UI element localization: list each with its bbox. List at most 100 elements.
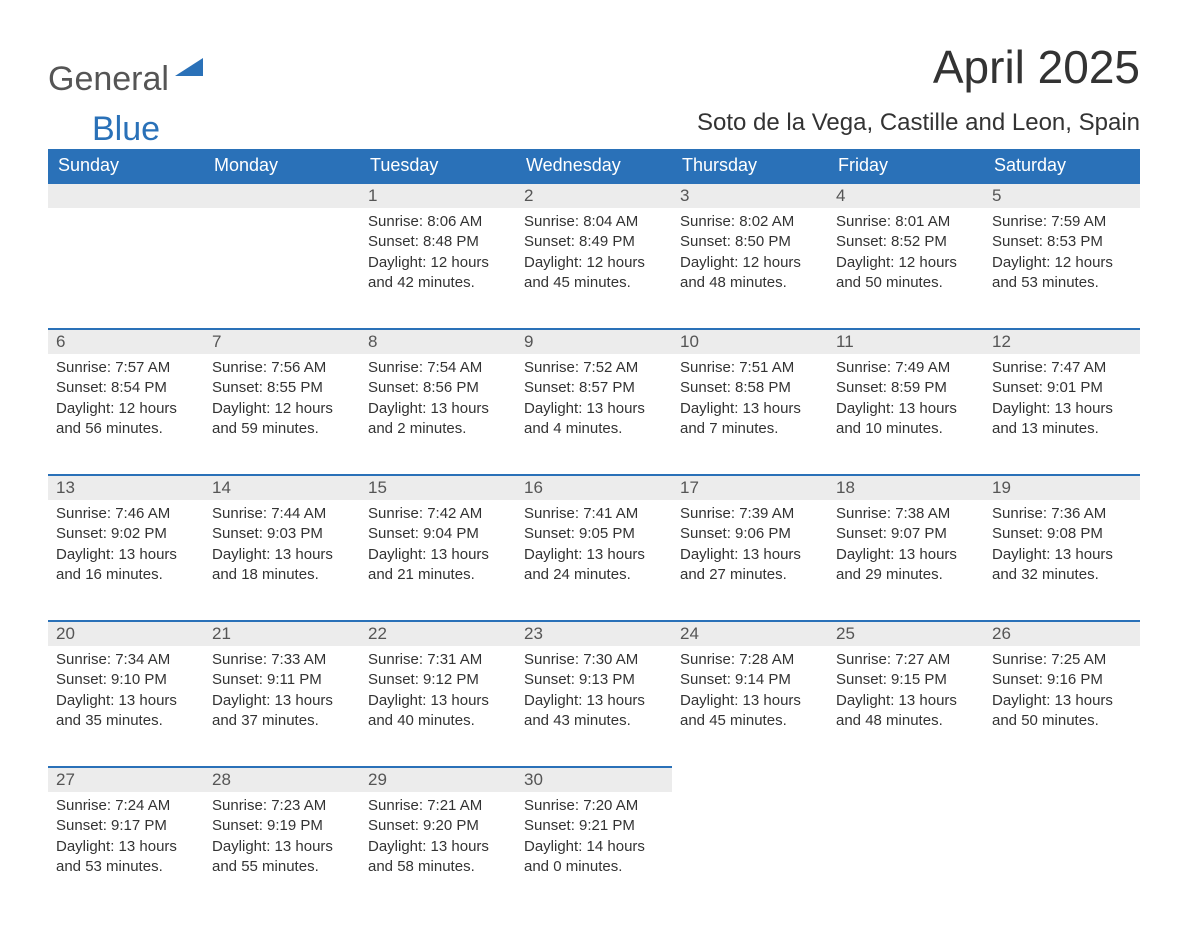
- calendar-day-cell: 24Sunrise: 7:28 AMSunset: 9:14 PMDayligh…: [672, 620, 828, 752]
- day-number-bar: 4: [828, 182, 984, 208]
- day-number-bar: 3: [672, 182, 828, 208]
- day-number-bar: 20: [48, 620, 204, 646]
- calendar-day-cell: [204, 182, 360, 314]
- sunset-line: Sunset: 9:05 PM: [524, 524, 664, 544]
- day-number-bar: 29: [360, 766, 516, 792]
- sunset-line: Sunset: 8:57 PM: [524, 378, 664, 398]
- daylight-line: Daylight: 12 hours and 45 minutes.: [524, 253, 664, 294]
- sunset-line: Sunset: 9:21 PM: [524, 816, 664, 836]
- daylight-line: Daylight: 13 hours and 48 minutes.: [836, 691, 976, 732]
- daylight-line: Daylight: 13 hours and 2 minutes.: [368, 399, 508, 440]
- calendar-day-cell: 14Sunrise: 7:44 AMSunset: 9:03 PMDayligh…: [204, 474, 360, 606]
- calendar-day-cell: 16 Sunrise: 7:41 AMSunset: 9:05 PMDayligh…: [516, 474, 672, 606]
- calendar-day-cell: 7Sunrise: 7:56 AMSunset: 8:55 PMDaylight…: [204, 328, 360, 460]
- day-number-bar: 21: [204, 620, 360, 646]
- daylight-line: Daylight: 13 hours and 4 minutes.: [524, 399, 664, 440]
- day-number-bar: 14: [204, 474, 360, 500]
- sunrise-line: Sunrise: 7:47 AM: [992, 358, 1132, 378]
- brand-word-general: General: [48, 60, 169, 99]
- calendar-day-cell: 11Sunrise: 7:49 AMSunset: 8:59 PMDayligh…: [828, 328, 984, 460]
- brand-logo: General: [48, 40, 205, 99]
- daylight-line: Daylight: 13 hours and 50 minutes.: [992, 691, 1132, 732]
- day-number-bar: 30: [516, 766, 672, 792]
- day-number-bar-empty: [48, 182, 204, 208]
- day-number-bar: 16: [516, 474, 672, 500]
- calendar-day-cell: [828, 766, 984, 898]
- calendar-header-cell: Monday: [204, 149, 360, 182]
- calendar-day-cell: 29Sunrise: 7:21 AMSunset: 9:20 PMDayligh…: [360, 766, 516, 898]
- sunrise-line: Sunrise: 7:52 AM: [524, 358, 664, 378]
- calendar-day-cell: 6Sunrise: 7:57 AMSunset: 8:54 PMDaylight…: [48, 328, 204, 460]
- day-number-bar: 28: [204, 766, 360, 792]
- week-spacer-row: [48, 314, 1140, 328]
- day-details: Sunrise: 7:47 AMSunset: 9:01 PMDaylight:…: [984, 354, 1140, 447]
- sunset-line: Sunset: 9:14 PM: [680, 670, 820, 690]
- day-details: Sunrise: 7:54 AMSunset: 8:56 PMDaylight:…: [360, 354, 516, 447]
- day-number-bar: 18: [828, 474, 984, 500]
- sunrise-line: Sunrise: 7:59 AM: [992, 212, 1132, 232]
- sunset-line: Sunset: 9:10 PM: [56, 670, 196, 690]
- sunrise-line: Sunrise: 7:54 AM: [368, 358, 508, 378]
- calendar-day-cell: 10Sunrise: 7:51 AMSunset: 8:58 PMDayligh…: [672, 328, 828, 460]
- sunset-line: Sunset: 8:53 PM: [992, 232, 1132, 252]
- day-number-bar: 2: [516, 182, 672, 208]
- calendar-header-row: SundayMondayTuesdayWednesdayThursdayFrid…: [48, 149, 1140, 182]
- calendar-header-cell: Saturday: [984, 149, 1140, 182]
- sunset-line: Sunset: 8:52 PM: [836, 232, 976, 252]
- day-number-bar: 12: [984, 328, 1140, 354]
- calendar-body: 1Sunrise: 8:06 AMSunset: 8:48 PMDaylight…: [48, 182, 1140, 898]
- day-details: Sunrise: 7:39 AMSunset: 9:06 PMDaylight:…: [672, 500, 828, 593]
- sunrise-line: Sunrise: 7:41 AM: [524, 504, 664, 524]
- daylight-line: Daylight: 12 hours and 59 minutes.: [212, 399, 352, 440]
- calendar-header-cell: Wednesday: [516, 149, 672, 182]
- daylight-line: Daylight: 12 hours and 48 minutes.: [680, 253, 820, 294]
- daylight-line: Daylight: 13 hours and 21 minutes.: [368, 545, 508, 586]
- sunrise-line: Sunrise: 7:38 AM: [836, 504, 976, 524]
- calendar-week-row: 6Sunrise: 7:57 AMSunset: 8:54 PMDaylight…: [48, 328, 1140, 460]
- day-number-bar: 22: [360, 620, 516, 646]
- calendar-header-cell: Sunday: [48, 149, 204, 182]
- day-number-bar: 23: [516, 620, 672, 646]
- day-number-bar: 7: [204, 328, 360, 354]
- daylight-line: Daylight: 13 hours and 7 minutes.: [680, 399, 820, 440]
- day-number-bar: 24: [672, 620, 828, 646]
- calendar-day-cell: 28Sunrise: 7:23 AMSunset: 9:19 PMDayligh…: [204, 766, 360, 898]
- sunrise-line: Sunrise: 7:31 AM: [368, 650, 508, 670]
- day-number-bar: 9: [516, 328, 672, 354]
- week-spacer-row: [48, 752, 1140, 766]
- sunset-line: Sunset: 9:04 PM: [368, 524, 508, 544]
- sunrise-line: Sunrise: 8:01 AM: [836, 212, 976, 232]
- location-subtitle: Soto de la Vega, Castille and Leon, Spai…: [697, 109, 1140, 137]
- calendar-day-cell: 2 Sunrise: 8:04 AMSunset: 8:49 PMDaylight…: [516, 182, 672, 314]
- sunrise-line: Sunrise: 8:04 AM: [524, 212, 664, 232]
- calendar-week-row: 13Sunrise: 7:46 AMSunset: 9:02 PMDayligh…: [48, 474, 1140, 606]
- daylight-line: Daylight: 13 hours and 24 minutes.: [524, 545, 664, 586]
- sunset-line: Sunset: 8:49 PM: [524, 232, 664, 252]
- daylight-line: Daylight: 13 hours and 55 minutes.: [212, 837, 352, 878]
- sunset-line: Sunset: 9:07 PM: [836, 524, 976, 544]
- brand-word-blue: Blue: [92, 110, 160, 149]
- calendar-day-cell: 19Sunrise: 7:36 AMSunset: 9:08 PMDayligh…: [984, 474, 1140, 606]
- sunset-line: Sunset: 9:16 PM: [992, 670, 1132, 690]
- day-details: Sunrise: 7:24 AMSunset: 9:17 PMDaylight:…: [48, 792, 204, 885]
- calendar-header-cell: Tuesday: [360, 149, 516, 182]
- calendar-day-cell: 22Sunrise: 7:31 AMSunset: 9:12 PMDayligh…: [360, 620, 516, 752]
- sunrise-line: Sunrise: 7:46 AM: [56, 504, 196, 524]
- day-details: Sunrise: 8:01 AMSunset: 8:52 PMDaylight:…: [828, 208, 984, 301]
- day-details: Sunrise: 7:52 AMSunset: 8:57 PMDaylight:…: [516, 354, 672, 447]
- sunset-line: Sunset: 9:01 PM: [992, 378, 1132, 398]
- month-title: April 2025: [933, 40, 1140, 94]
- calendar-week-row: 20 Sunrise: 7:34 AMSunset: 9:10 PM Dayligh…: [48, 620, 1140, 752]
- calendar-day-cell: 1Sunrise: 8:06 AMSunset: 8:48 PMDaylight…: [360, 182, 516, 314]
- sunrise-line: Sunrise: 7:25 AM: [992, 650, 1132, 670]
- sunrise-line: Sunrise: 7:20 AM: [524, 796, 664, 816]
- daylight-line: Daylight: 13 hours and 10 minutes.: [836, 399, 976, 440]
- sunset-line: Sunset: 9:20 PM: [368, 816, 508, 836]
- calendar-day-cell: 5Sunrise: 7:59 AMSunset: 8:53 PMDaylight…: [984, 182, 1140, 314]
- week-spacer-row: [48, 606, 1140, 620]
- day-number-bar: 1: [360, 182, 516, 208]
- day-number-bar: 15: [360, 474, 516, 500]
- day-number-bar: 6: [48, 328, 204, 354]
- sunrise-line: Sunrise: 7:36 AM: [992, 504, 1132, 524]
- sunrise-line: Sunrise: 7:34 AM: [56, 650, 196, 670]
